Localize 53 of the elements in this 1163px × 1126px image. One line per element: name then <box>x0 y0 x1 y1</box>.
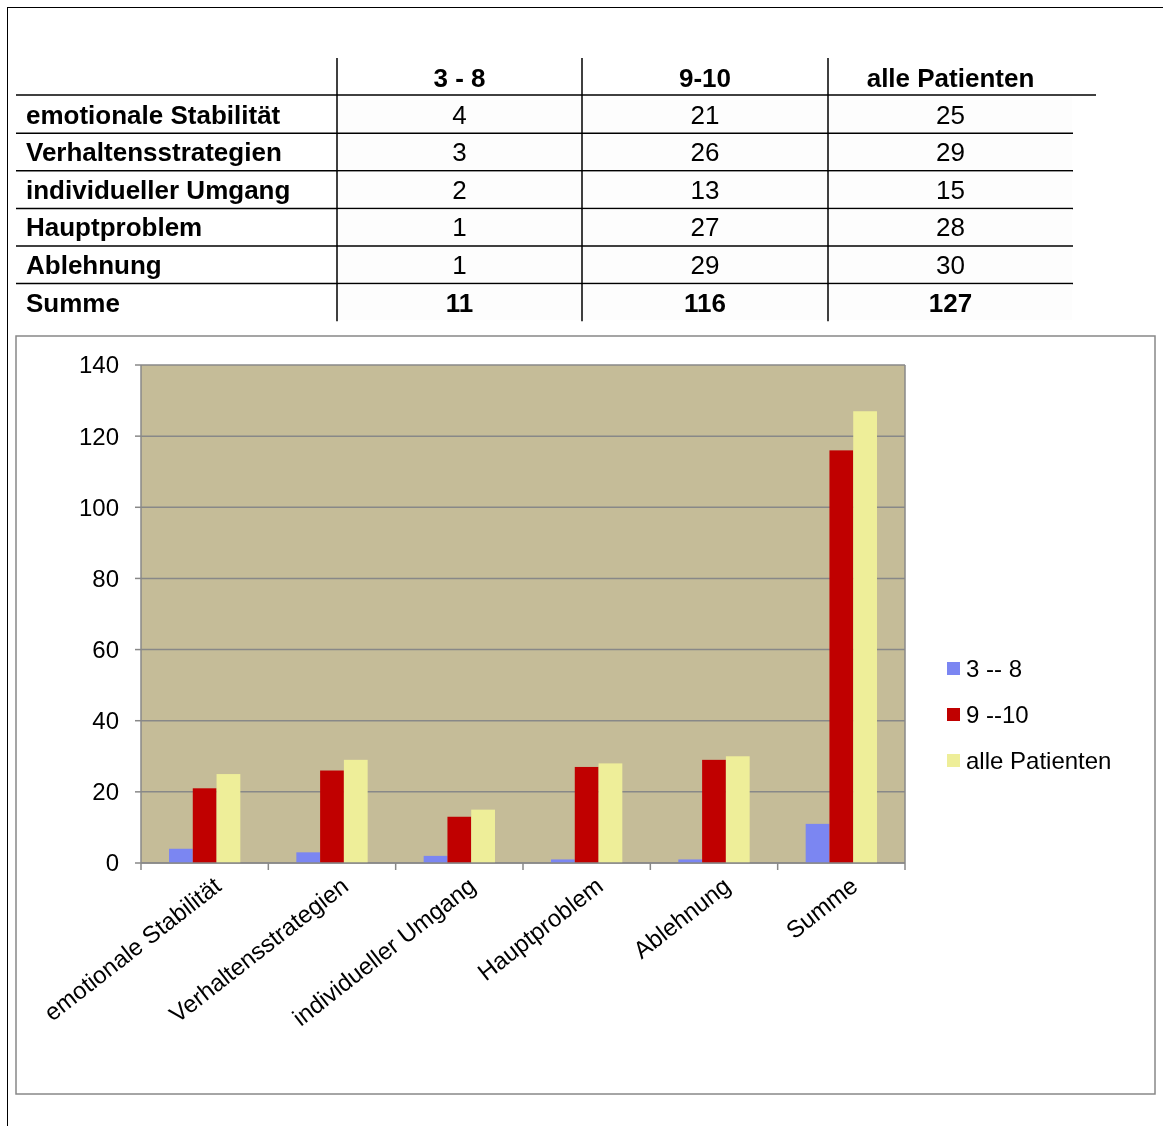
x-tick-label: 9-10 <box>678 63 732 93</box>
y-tick-label: Ablehnung <box>26 250 162 280</box>
y-tick-label: 140 <box>78 351 119 379</box>
data-label: 13 <box>690 174 720 205</box>
y-tick-label: 120 <box>78 422 119 450</box>
bar <box>829 450 854 863</box>
data-label: 1 <box>452 212 467 243</box>
bar <box>574 766 599 863</box>
bar <box>598 763 623 863</box>
data-label: 11 <box>445 287 474 318</box>
bar <box>169 848 193 863</box>
x-tick-label: 3 - 8 <box>433 63 486 93</box>
y-tick-label: emotionale Stabilität <box>26 99 281 130</box>
data-label: 27 <box>690 212 720 243</box>
data-label: 25 <box>936 99 965 130</box>
bar <box>343 759 368 863</box>
legend-label: alle Patienten <box>966 747 1112 775</box>
y-tick-label: individueller Umgang <box>26 174 291 205</box>
data-label: 29 <box>936 137 965 168</box>
y-tick-label: 40 <box>92 707 119 735</box>
y-tick-label: Verhaltensstrategien <box>26 137 282 168</box>
data-label: 29 <box>690 250 720 280</box>
bar <box>447 816 472 863</box>
y-tick-label: Hauptproblem <box>26 212 203 243</box>
data-label: 30 <box>936 250 965 280</box>
bar <box>192 788 217 863</box>
y-tick-label: 80 <box>92 564 119 592</box>
data-label: 2 <box>452 174 467 205</box>
y-tick-label: 20 <box>92 778 119 806</box>
bar <box>725 756 750 863</box>
bar <box>471 809 495 863</box>
y-tick-label: Summe <box>26 287 120 318</box>
legend-label: 3 -- 8 <box>966 655 1023 683</box>
data-label: 4 <box>452 99 467 130</box>
data-label: 127 <box>928 287 973 318</box>
bar <box>296 852 321 863</box>
bar <box>805 823 830 863</box>
data-label: 116 <box>684 287 726 318</box>
data-label: 15 <box>936 174 965 205</box>
y-tick-label: 100 <box>78 493 119 521</box>
y-tick-label: 0 <box>105 849 119 877</box>
data-label: 1 <box>452 250 467 280</box>
bar <box>320 770 344 863</box>
data-label: 28 <box>936 212 965 243</box>
bar <box>702 759 726 863</box>
bar <box>853 411 877 863</box>
legend-label: 9 --10 <box>966 701 1029 729</box>
x-tick-label: alle Patienten <box>866 63 1035 93</box>
bar <box>216 774 241 863</box>
data-label: 3 <box>452 137 467 168</box>
data-label: 26 <box>690 137 720 168</box>
y-tick-label: 60 <box>92 635 119 663</box>
data-label: 21 <box>690 99 720 130</box>
